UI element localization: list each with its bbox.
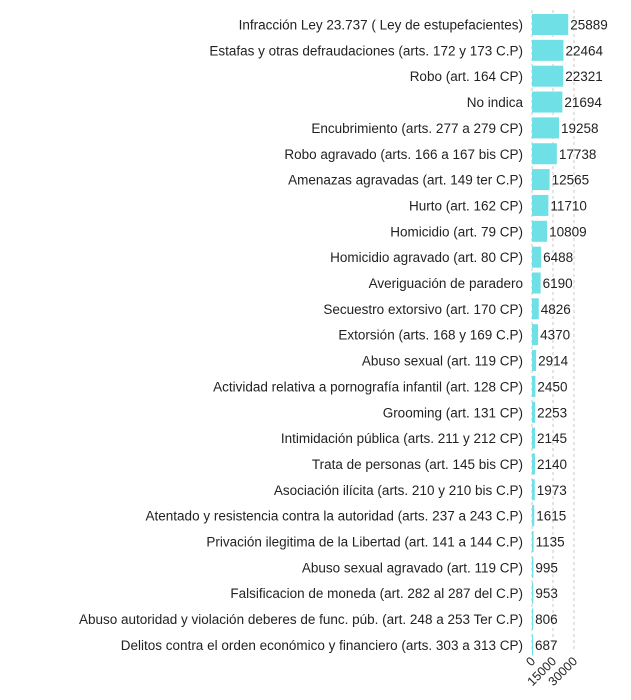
category-label: Delitos contra el orden económico y fina… <box>121 638 523 653</box>
value-label: 12565 <box>552 173 590 188</box>
bars <box>532 14 569 656</box>
category-label: Amenazas agravadas (art. 149 ter C.P) <box>288 173 523 188</box>
bar <box>532 634 533 656</box>
bar <box>532 531 534 552</box>
bar <box>532 479 535 501</box>
bar <box>532 401 536 423</box>
category-label: Estafas y otras defraudaciones (arts. 17… <box>209 43 523 58</box>
value-label: 687 <box>535 638 558 653</box>
value-label: 19258 <box>561 121 599 136</box>
bar <box>532 556 534 578</box>
bar <box>532 91 563 113</box>
bar <box>532 272 541 294</box>
value-label: 806 <box>535 612 558 627</box>
value-label: 25889 <box>570 18 608 33</box>
category-label: Actividad relativa a pornografía infanti… <box>213 379 523 394</box>
category-label: Grooming (art. 131 CP) <box>383 405 523 420</box>
bar <box>532 14 569 35</box>
category-label: No indica <box>467 95 524 110</box>
value-labels: 25889 22464 22321 21694 19258 17738 12565 11710… <box>535 18 608 653</box>
category-label: Robo agravado (arts. 166 a 167 bis CP) <box>284 147 523 162</box>
category-label: Falsificacion de moneda (art. 282 al 287… <box>230 586 523 601</box>
category-label: Asociación ilícita (arts. 210 y 210 bis … <box>274 483 523 498</box>
bar <box>532 169 550 191</box>
bar <box>532 65 564 87</box>
bar <box>532 375 536 397</box>
bar <box>532 220 548 242</box>
bar <box>532 143 557 165</box>
category-label: Abuso autoridad y violación deberes de f… <box>79 612 523 627</box>
category-label: Intimidación pública (arts. 211 y 212 CP… <box>281 431 523 446</box>
value-label: 1135 <box>536 535 565 550</box>
value-label: 1615 <box>536 509 566 524</box>
value-label: 2914 <box>538 354 569 369</box>
value-label: 22464 <box>565 43 603 58</box>
category-label: Encubrimiento (arts. 277 a 279 CP) <box>311 121 523 136</box>
bar <box>532 453 535 475</box>
value-label: 11710 <box>550 198 587 213</box>
value-label: 21694 <box>564 95 602 110</box>
value-label: 2253 <box>537 405 567 420</box>
bar <box>532 505 535 527</box>
category-label: Averiguación de paradero <box>369 276 523 291</box>
value-label: 10809 <box>549 224 587 239</box>
bar <box>532 350 537 372</box>
value-label: 6488 <box>543 250 573 265</box>
bar <box>532 194 549 216</box>
value-label: 995 <box>535 560 558 575</box>
category-label: Infracción Ley 23.737 ( Ley de estupefac… <box>239 18 523 33</box>
category-label: Privación ilegitima de la Libertad (art.… <box>206 535 523 550</box>
category-label: Abuso sexual agravado (art. 119 CP) <box>302 560 523 575</box>
bar <box>532 246 542 268</box>
value-label: 2140 <box>537 457 567 472</box>
value-label: 4370 <box>540 328 570 343</box>
bar <box>532 582 534 604</box>
category-label: Robo (art. 164 CP) <box>410 69 523 84</box>
value-label: 2145 <box>537 431 567 446</box>
category-label: Homicidio agravado (art. 80 CP) <box>330 250 523 265</box>
category-label: Hurto (art. 162 CP) <box>409 198 523 213</box>
bar <box>532 39 564 61</box>
value-label: 4826 <box>541 302 571 317</box>
value-label: 6190 <box>543 276 573 291</box>
bar <box>532 608 534 630</box>
value-label: 953 <box>535 586 558 601</box>
value-label: 2450 <box>537 379 567 394</box>
value-label: 17738 <box>559 147 597 162</box>
bar <box>532 324 539 346</box>
category-label: Extorsión (arts. 168 y 169 C.P) <box>338 328 523 343</box>
category-labels: Infracción Ley 23.737 ( Ley de estupefac… <box>79 18 524 653</box>
category-label: Atentado y resistencia contra la autorid… <box>146 509 523 524</box>
bar <box>532 298 539 320</box>
bar <box>532 427 536 449</box>
bar <box>532 117 559 139</box>
category-label: Abuso sexual (art. 119 CP) <box>362 354 523 369</box>
category-label: Secuestro extorsivo (art. 170 CP) <box>323 302 523 317</box>
value-label: 22321 <box>565 69 603 84</box>
category-label: Homicidio (art. 79 CP) <box>390 224 523 239</box>
category-label: Trata de personas (art. 145 bis CP) <box>312 457 523 472</box>
value-label: 1973 <box>537 483 567 498</box>
